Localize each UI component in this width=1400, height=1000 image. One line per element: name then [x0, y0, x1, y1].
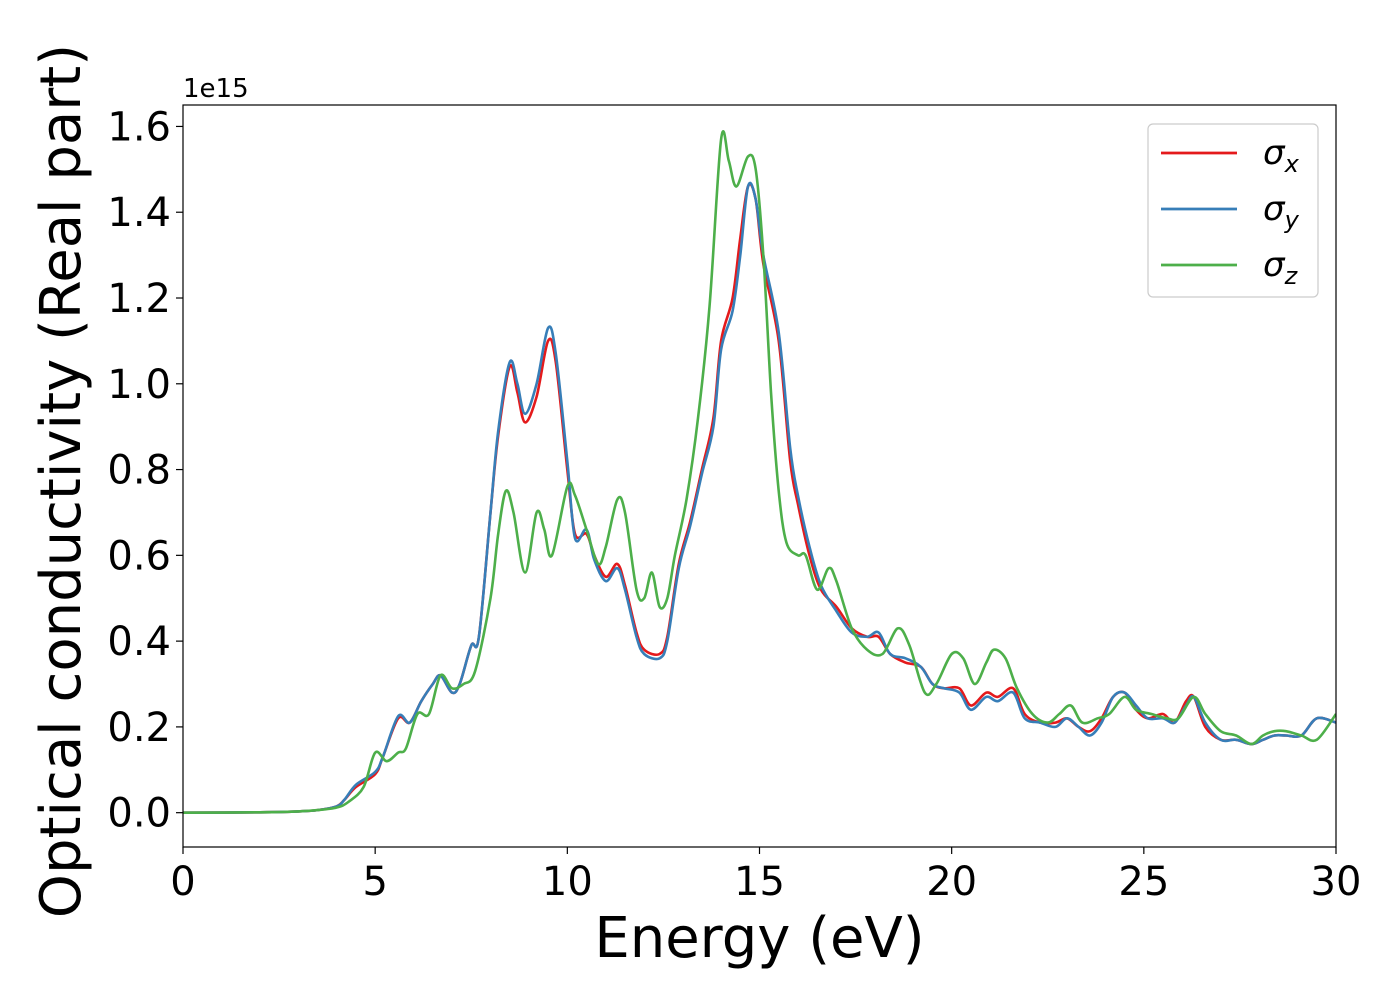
legend-box: [1147, 123, 1319, 298]
y-tick-label: 0.0: [107, 791, 171, 837]
legend: σx σy σz: [1147, 123, 1319, 298]
x-axis-ticks: 0 5 10 15 20 25 30: [170, 847, 1361, 905]
series-layer: [183, 130, 1336, 814]
series-line-sigma-y: [183, 181, 1336, 814]
y-axis-ticks: 0.0 0.2 0.4 0.6 0.8 1.0 1.2 1.4 1.6: [107, 104, 183, 837]
y-axis-offset-label: 1e15: [183, 74, 249, 104]
x-tick-label: 30: [1311, 859, 1362, 905]
x-tick-label: 25: [1118, 859, 1169, 905]
y-tick-label: 0.6: [107, 533, 171, 579]
series-line-sigma-z: [183, 130, 1336, 814]
x-tick-label: 15: [734, 859, 785, 905]
y-tick-label: 0.8: [107, 448, 171, 494]
y-tick-label: 1.0: [107, 362, 171, 408]
x-axis-title: Energy (eV): [594, 906, 924, 971]
y-tick-label: 0.4: [107, 619, 171, 665]
y-tick-label: 1.6: [107, 104, 171, 150]
y-tick-label: 1.4: [107, 190, 171, 236]
x-tick-label: 10: [542, 859, 593, 905]
y-tick-label: 0.2: [107, 705, 171, 751]
legend-label-sigma-y: σy: [1263, 189, 1300, 234]
x-tick-label: 0: [170, 859, 195, 905]
y-axis-title: Optical conductivity (Real part): [29, 44, 94, 918]
legend-label-sigma-x: σx: [1263, 133, 1300, 178]
x-tick-label: 5: [362, 859, 387, 905]
legend-label-sigma-z: σz: [1263, 245, 1299, 290]
x-tick-label: 20: [926, 859, 977, 905]
y-tick-label: 1.2: [107, 276, 171, 322]
